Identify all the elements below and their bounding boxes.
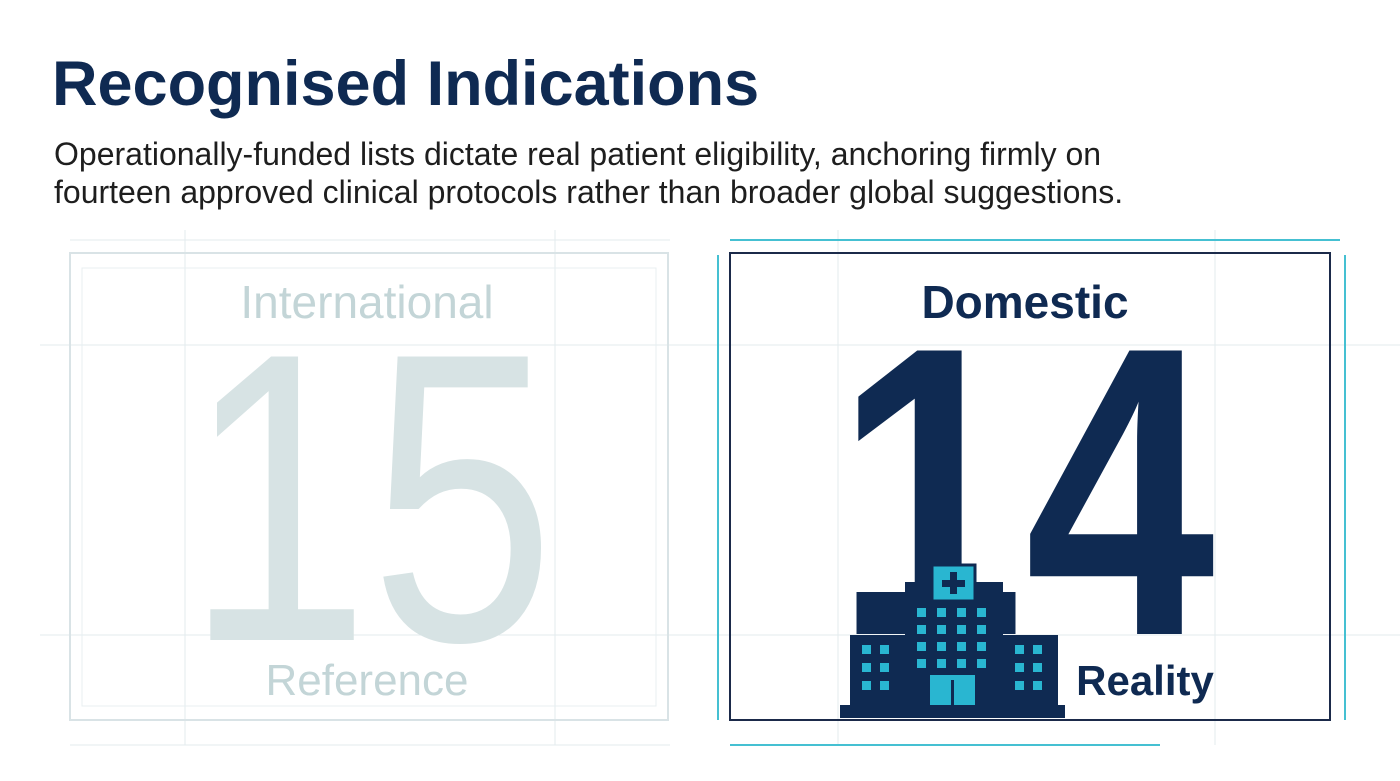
window bbox=[937, 625, 946, 634]
window bbox=[957, 625, 966, 634]
window bbox=[1015, 681, 1024, 690]
window bbox=[880, 645, 889, 654]
window bbox=[917, 625, 926, 634]
window bbox=[977, 608, 986, 617]
window bbox=[977, 659, 986, 668]
panel-label: Reference bbox=[265, 656, 468, 705]
window bbox=[1015, 645, 1024, 654]
reality-panel bbox=[729, 252, 1331, 721]
window bbox=[957, 659, 966, 668]
window bbox=[957, 608, 966, 617]
accent-lines bbox=[717, 239, 1346, 746]
panel-label: Reality bbox=[1076, 657, 1214, 704]
window bbox=[1033, 681, 1042, 690]
window bbox=[937, 659, 946, 668]
window bbox=[917, 642, 926, 651]
grid bbox=[40, 230, 1400, 746]
window bbox=[917, 659, 926, 668]
window bbox=[977, 642, 986, 651]
hospital-icon bbox=[840, 563, 1065, 718]
window bbox=[937, 608, 946, 617]
window bbox=[937, 642, 946, 651]
subtitle: fourteen approved clinical protocols rat… bbox=[54, 174, 1123, 210]
panel-label: Domestic bbox=[921, 276, 1128, 328]
panel-label: International bbox=[240, 276, 493, 328]
window bbox=[862, 663, 871, 672]
reference-inner bbox=[81, 267, 657, 707]
subtitle: Operationally-funded lists dictate real … bbox=[54, 136, 1101, 172]
window bbox=[1033, 663, 1042, 672]
window bbox=[1033, 645, 1042, 654]
window bbox=[862, 681, 871, 690]
window bbox=[977, 625, 986, 634]
window bbox=[880, 663, 889, 672]
panel-number: 15 bbox=[185, 268, 555, 728]
window bbox=[880, 681, 889, 690]
window bbox=[917, 608, 926, 617]
window bbox=[862, 645, 871, 654]
reference-panel bbox=[69, 252, 669, 721]
window bbox=[957, 642, 966, 651]
window bbox=[1015, 663, 1024, 672]
title: Recognised Indications bbox=[52, 49, 759, 119]
